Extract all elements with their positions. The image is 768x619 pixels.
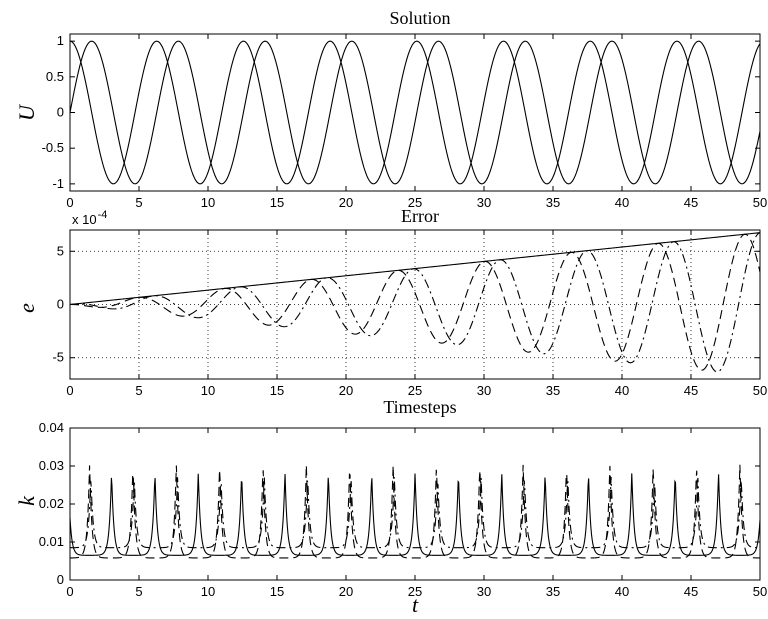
solution-series-2-line [69, 40, 761, 185]
panel-error-series [69, 232, 761, 373]
panel-error-ticks: 0 5 10 15 20 25 30 35 40 45 50 -5 0 5 [52, 230, 767, 398]
panel-error-exponent-base: x 10 [72, 212, 97, 227]
solution-xtick-label: 40 [615, 195, 629, 210]
error-xtick-label: 5 [135, 383, 142, 398]
error-xtick-label: 35 [546, 383, 560, 398]
solution-xtick-label: 20 [339, 195, 353, 210]
timesteps-series-2-line [69, 464, 760, 559]
error-xtick-label: 20 [339, 383, 353, 398]
timesteps-xtick-label: 40 [615, 584, 629, 599]
error-ytick-label: -5 [52, 350, 64, 365]
solution-xtick-label: 15 [270, 195, 284, 210]
timesteps-series-1-line [69, 473, 761, 556]
panel-timesteps-ylabel: k [14, 495, 39, 506]
timesteps-xtick-label: 5 [135, 584, 142, 599]
solution-xtick-label: 0 [66, 195, 73, 210]
timesteps-series-3-line [70, 476, 761, 549]
timesteps-ytick-label: 0.01 [39, 534, 64, 549]
solution-xtick-label: 35 [546, 195, 560, 210]
panel-timesteps-title: Timesteps [383, 397, 456, 417]
solution-ytick-label: 0 [57, 105, 64, 120]
panel-timesteps-axes-box [69, 427, 761, 581]
solution-xtick-label: 50 [753, 195, 767, 210]
panel-timesteps: Timesteps k 0 5 10 15 20 25 30 35 40 45 50 0 0.01 0.0… [14, 397, 767, 617]
timesteps-xtick-label: 30 [477, 584, 491, 599]
panel-error-ylabel: e [14, 303, 39, 313]
timesteps-ytick-label: 0.04 [39, 420, 64, 435]
error-xtick-label: 45 [684, 383, 698, 398]
error-series-2-line [69, 233, 761, 371]
error-xtick-label: 40 [615, 383, 629, 398]
timesteps-xtick-label: 35 [546, 584, 560, 599]
timesteps-ytick-label: 0 [57, 572, 64, 587]
solution-ytick-label: -1 [52, 176, 64, 191]
panel-timesteps-ticks: 0 5 10 15 20 25 30 35 40 45 50 0 0.01 0.02 0.03 0.04 [39, 420, 768, 599]
solution-ytick-label: 1 [57, 33, 64, 48]
solution-xtick-label: 5 [135, 195, 142, 210]
error-xtick-label: 10 [201, 383, 215, 398]
error-xtick-label: 30 [477, 383, 491, 398]
timesteps-xtick-label: 45 [684, 584, 698, 599]
panel-solution-ticks: 0 5 10 15 20 25 30 35 40 45 50 -1 -0.5 0 0.5 1 [42, 33, 768, 210]
timesteps-xtick-label: 15 [270, 584, 284, 599]
panel-solution-axes-box [69, 33, 761, 192]
solution-ytick-label: 0.5 [46, 69, 64, 84]
error-series-3-line [69, 232, 761, 373]
error-ytick-label: 0 [57, 297, 64, 312]
solution-ytick-label: -0.5 [42, 140, 64, 155]
solution-series-1-line [69, 40, 761, 185]
timesteps-ytick-label: 0.02 [39, 496, 64, 511]
panel-solution-series [69, 40, 761, 185]
timesteps-xtick-label: 10 [201, 584, 215, 599]
panel-error-exponent: x 10-4 [72, 209, 107, 227]
solution-xtick-label: 30 [477, 195, 491, 210]
solution-xtick-label: 45 [684, 195, 698, 210]
error-xtick-label: 0 [66, 383, 73, 398]
panel-solution: Solution U 0 5 10 15 20 25 30 35 40 45 50 -1 -0.5 0 0.… [14, 8, 767, 210]
panel-solution-title: Solution [389, 8, 450, 28]
panel-error-exponent-power: -4 [98, 209, 108, 221]
timesteps-xtick-label: 20 [339, 584, 353, 599]
error-ytick-label: 5 [57, 243, 64, 258]
error-xtick-label: 50 [753, 383, 767, 398]
error-xtick-label: 25 [408, 383, 422, 398]
panel-solution-ylabel: U [14, 103, 39, 121]
solution-xtick-label: 25 [408, 195, 422, 210]
panel-error-title: Error [401, 206, 439, 226]
panel-error-grid [70, 230, 760, 379]
timesteps-xtick-label: 25 [408, 584, 422, 599]
panel-timesteps-series [69, 464, 761, 559]
solution-xtick-label: 10 [201, 195, 215, 210]
panel-timesteps-xlabel: t [412, 592, 419, 617]
timesteps-xtick-label: 0 [66, 584, 73, 599]
panel-error: Error e x 10-4 0 5 10 15 20 25 30 35 40 45 50 -5 0 5 [14, 206, 767, 398]
error-xtick-label: 15 [270, 383, 284, 398]
timesteps-xtick-label: 50 [753, 584, 767, 599]
timesteps-ytick-label: 0.03 [39, 458, 64, 473]
